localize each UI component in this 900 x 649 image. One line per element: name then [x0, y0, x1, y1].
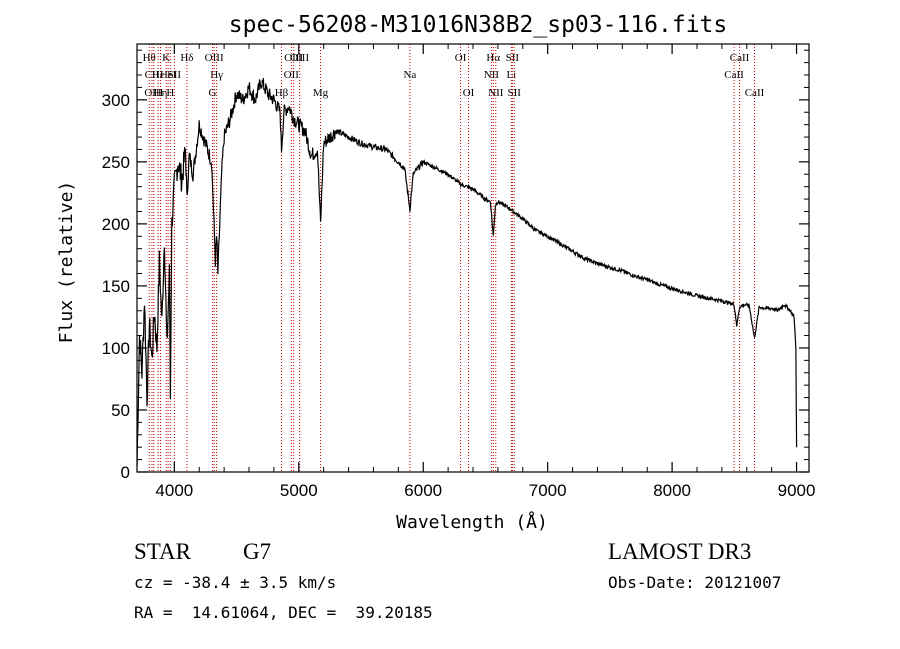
line-marker-label-23: NII — [488, 87, 504, 99]
spectral-line-markers: Hθ CII OIII Hε Hη K HeI H SII Hδ OIII Hγ G OIII OII Hβ O… — [143, 44, 765, 472]
coordinates: RA = 14.61064, DEC = 39.20185 — [134, 603, 433, 622]
line-marker-label-16: OIII — [290, 52, 309, 64]
line-marker-label-10: OIII — [205, 52, 224, 64]
x-axis-label: Wavelength (Å) — [396, 511, 548, 533]
line-marker-label-12: G — [209, 87, 217, 99]
y-tick-label-0: 0 — [121, 463, 130, 482]
y-tick-label-4: 200 — [102, 215, 130, 234]
spectrum-line — [136, 78, 798, 467]
line-marker-label-28: CaII — [724, 69, 744, 81]
line-marker-label-2: OIII — [144, 87, 163, 99]
axes: 4000 5000 6000 7000 8000 9000 0 50 100 150 200 250 3… — [102, 43, 816, 500]
x-tick-label-2: 6000 — [404, 481, 442, 500]
y-tick-label-5: 250 — [102, 153, 130, 172]
x-tick-label-3: 7000 — [529, 481, 567, 500]
y-axis-label: Flux (relative) — [56, 181, 77, 344]
line-marker-label-13: OIII — [284, 52, 303, 64]
line-marker-label-20: OI — [463, 87, 475, 99]
plot-area — [136, 78, 798, 467]
line-marker-label-22: NII — [484, 69, 500, 81]
line-marker-label-5: K — [162, 52, 170, 64]
line-marker-label-26: SII — [507, 87, 521, 99]
line-marker-label-17: Mg — [313, 87, 329, 99]
line-marker-label-27: CaII — [730, 52, 750, 64]
survey-name: LAMOST DR3 — [608, 539, 752, 564]
line-marker-label-7: H — [166, 87, 174, 99]
line-marker-label-29: CaII — [745, 87, 765, 99]
line-marker-label-21: Hα — [486, 52, 500, 64]
line-marker-label-1: CII — [145, 69, 160, 81]
x-tick-label-1: 5000 — [280, 481, 318, 500]
x-tick-label-0: 4000 — [155, 481, 193, 500]
line-marker-label-18: Na — [403, 69, 416, 81]
line-marker-label-11: Hγ — [210, 69, 223, 81]
line-marker-label-25: Li — [506, 69, 516, 81]
line-marker-label-24: SII — [506, 52, 520, 64]
line-marker-label-14: OII — [284, 69, 300, 81]
y-tick-label-2: 100 — [102, 339, 130, 358]
line-marker-label-8: SII — [168, 69, 182, 81]
y-tick-label-3: 150 — [102, 277, 130, 296]
y-tick-label-1: 50 — [111, 401, 130, 420]
y-tick-label-6: 300 — [102, 91, 130, 110]
observation-date: Obs-Date: 20121007 — [608, 573, 782, 592]
x-tick-label-5: 9000 — [778, 481, 816, 500]
line-marker-label-19: OI — [455, 52, 467, 64]
line-marker-label-9: Hδ — [180, 52, 193, 64]
object-subclass: G7 — [243, 539, 272, 564]
chart-title: spec-56208-M31016N38B2_sp03-116.fits — [229, 12, 728, 38]
line-marker-label-3: Hε — [152, 69, 165, 81]
redshift-value: cz = -38.4 ± 3.5 km/s — [134, 573, 337, 592]
line-marker-label-0: Hθ — [143, 52, 156, 64]
x-tick-label-4: 8000 — [653, 481, 691, 500]
line-marker-label-15: Hβ — [275, 87, 289, 99]
plot-frame — [136, 43, 810, 473]
line-marker-label-4: Hη — [154, 87, 168, 99]
object-class: STAR — [134, 539, 191, 564]
line-marker-label-6: HeI — [160, 69, 177, 81]
